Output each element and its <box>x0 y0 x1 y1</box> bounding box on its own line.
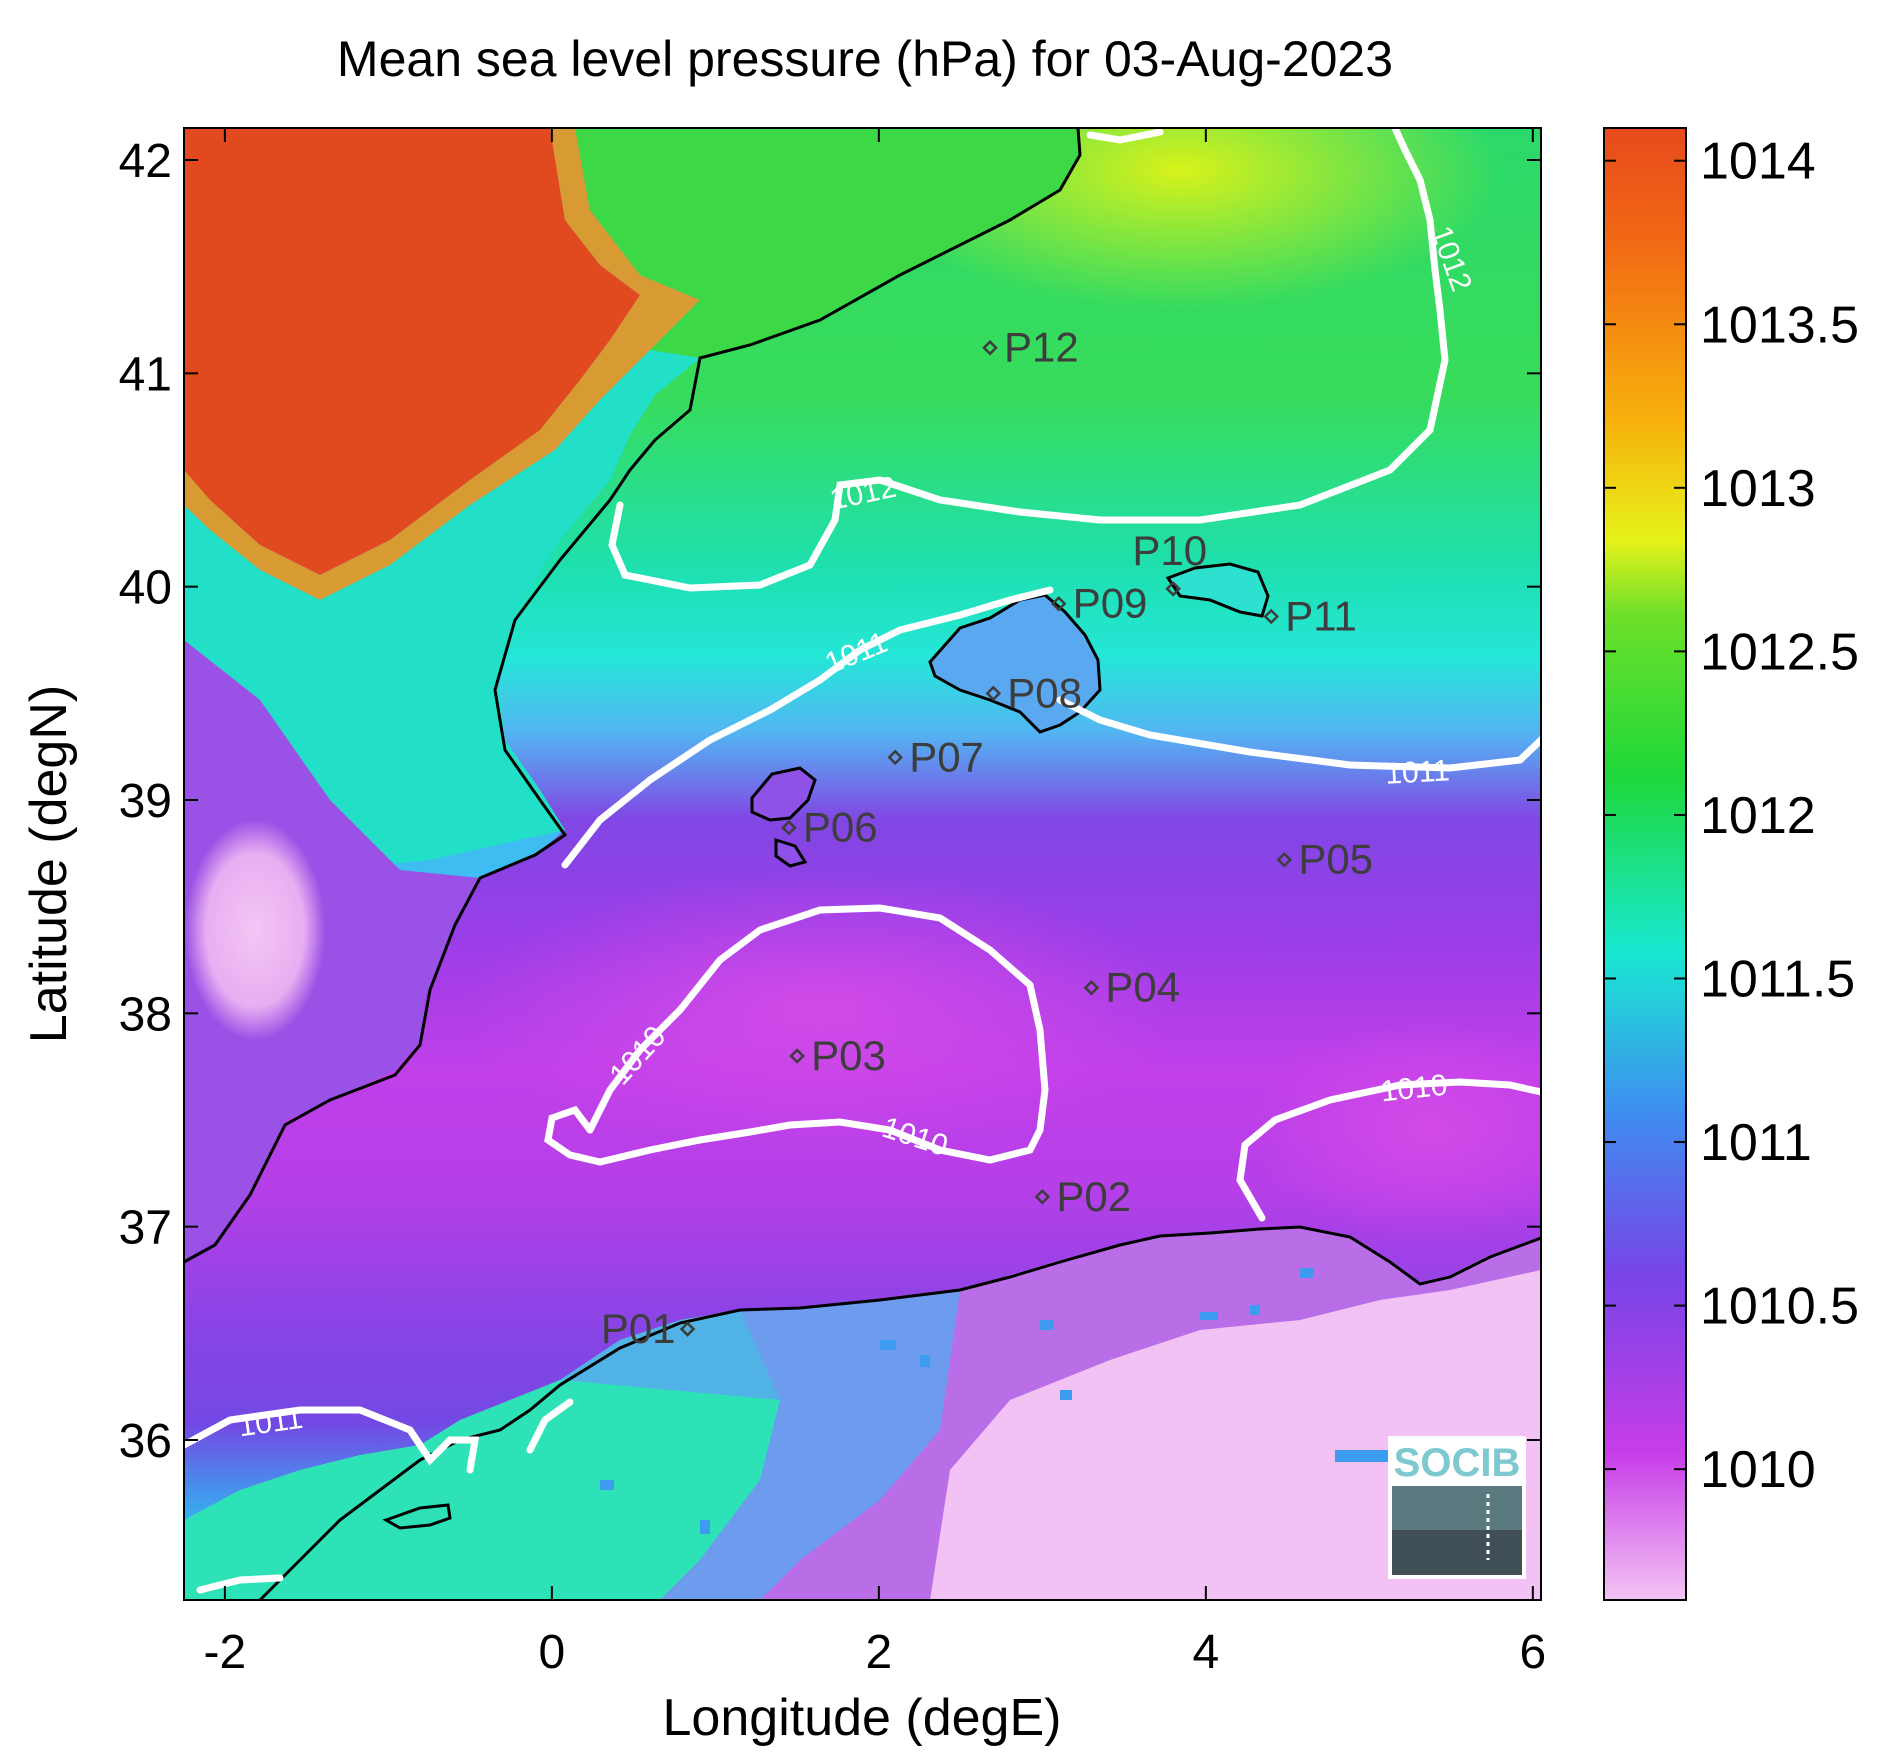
y-tick-label: 36 <box>119 1415 172 1468</box>
station-p12[interactable]: P12 <box>982 324 1079 371</box>
station-marker-icon <box>789 1048 805 1064</box>
station-marker-icon <box>1276 851 1293 868</box>
island-ibiza[interactable] <box>750 766 817 822</box>
x-tick-label: 6 <box>1519 1626 1546 1679</box>
x-tick-label: -2 <box>204 1626 247 1679</box>
island-formentera[interactable] <box>774 837 808 868</box>
station-p11[interactable]: P11 <box>1263 593 1357 640</box>
station-label: P11 <box>1285 593 1357 640</box>
station-p08[interactable]: P08 <box>985 669 1082 716</box>
coastline-iberia <box>184 128 1082 1264</box>
isobar-1010-east <box>1236 1078 1541 1222</box>
station-p04[interactable]: P04 <box>1083 964 1180 1011</box>
station-p06[interactable]: P06 <box>781 804 878 851</box>
y-tick-label: 42 <box>119 135 172 188</box>
x-axis-ticks: -2 0 2 4 6 <box>204 128 1546 1679</box>
station-label: P12 <box>1004 324 1079 371</box>
station-p01[interactable]: P01 <box>601 1305 696 1352</box>
station-label: P08 <box>1007 669 1082 716</box>
colorbar-tick-label: 1010.5 <box>1700 1278 1859 1336</box>
isobar-1011-east <box>1056 696 1541 772</box>
station-p02[interactable]: P02 <box>1034 1173 1131 1220</box>
colorbar-tick-label: 1012 <box>1700 787 1816 845</box>
isobar-1011-south <box>184 1406 480 1474</box>
station-label: P01 <box>601 1305 676 1352</box>
colorbar-ticks: 1010 1010.5 1011 1011.5 1012 1012.5 1013 1013.5… <box>1604 133 1859 1499</box>
colorbar-tick-label: 1013 <box>1700 460 1816 518</box>
isobars <box>184 128 1541 1594</box>
station-marker-icon <box>1165 581 1181 597</box>
station-marker-icon <box>982 339 998 356</box>
y-tick-label: 41 <box>119 348 172 401</box>
land-iberia-pink-patch <box>185 820 325 1040</box>
low-pressure-east <box>1250 1020 1541 1240</box>
station-marker-icon <box>887 749 903 766</box>
x-tick-label: 0 <box>539 1626 566 1679</box>
isobar-1011-mid <box>561 586 1054 869</box>
isobar-1012-top <box>1086 128 1164 144</box>
isobar-1011-sw <box>196 1574 284 1594</box>
station-marker-icon <box>1034 1189 1051 1205</box>
station-label: P10 <box>1132 527 1207 574</box>
land-africa-west-blue <box>560 1290 960 1600</box>
colorbar-tick-label: 1011 <box>1700 1114 1812 1172</box>
station-label: P02 <box>1056 1173 1131 1220</box>
station-marker-icon <box>781 819 797 836</box>
land-iberia-teal <box>184 350 700 870</box>
station-p05[interactable]: P05 <box>1276 836 1373 883</box>
y-tick-label: 37 <box>119 1202 172 1255</box>
station-marker-icon <box>985 685 1002 702</box>
isobar-1011-south-b <box>526 1398 574 1454</box>
colorbar-tick-label: 1011.5 <box>1700 950 1855 1008</box>
station-marker-icon <box>1263 608 1279 625</box>
land-iberia-orange-fringe <box>184 128 700 600</box>
y-axis-ticks: 36 37 38 39 40 41 42 <box>119 135 1541 1468</box>
low-pressure-core <box>460 870 1180 1150</box>
island-alboran[interactable] <box>382 1503 452 1530</box>
isobar-1012-north <box>608 128 1449 592</box>
station-label: P04 <box>1105 964 1180 1011</box>
station-p03[interactable]: P03 <box>789 1032 886 1079</box>
station-markers[interactable]: P01 P02 P03 P04 P05 P06 P07 P08 P09 P10 P11 P12 <box>601 324 1373 1352</box>
colorbar-tick-label: 1013.5 <box>1700 296 1859 354</box>
isobar-label: 1011 <box>1384 754 1450 790</box>
x-tick-label: 2 <box>865 1626 892 1679</box>
station-label: P06 <box>803 804 878 851</box>
station-p10[interactable]: P10 <box>1132 527 1207 597</box>
island-menorca[interactable] <box>1165 562 1270 618</box>
y-axis-label: Latitude (degN) <box>20 685 78 1043</box>
isobar-label: 1010 <box>1379 1069 1449 1109</box>
x-axis-label: Longitude (degE) <box>663 1689 1062 1747</box>
station-p07[interactable]: P07 <box>887 733 984 780</box>
map-frame <box>183 127 1542 1601</box>
station-label: P07 <box>909 733 984 780</box>
y-tick-label: 40 <box>119 562 172 615</box>
isobar-1010-center <box>544 904 1049 1166</box>
colorbar-tick-label: 1014 <box>1700 133 1816 191</box>
colorbar-tick-label: 1010 <box>1700 1441 1816 1499</box>
socib-logo-text: SOCIB <box>1394 1441 1521 1485</box>
station-label: P03 <box>811 1032 886 1079</box>
colorbar-tick-label: 1012.5 <box>1700 623 1859 681</box>
land-iberia-red-plateau <box>184 128 640 575</box>
chart-title: Mean sea level pressure (hPa) for 03-Aug… <box>337 31 1393 87</box>
socib-logo: SOCIB <box>1388 1436 1526 1579</box>
y-tick-label: 38 <box>119 988 172 1041</box>
station-marker-icon <box>1050 595 1067 612</box>
y-tick-label: 39 <box>119 775 172 828</box>
station-p09[interactable]: P09 <box>1050 580 1148 627</box>
land-iberia-green <box>575 128 1080 358</box>
station-label: P05 <box>1298 836 1373 883</box>
station-label: P09 <box>1073 580 1148 627</box>
colorbar <box>1603 127 1687 1601</box>
station-marker-icon <box>1083 979 1100 996</box>
land-africa-blue-speckles <box>600 1268 1405 1534</box>
x-tick-label: 4 <box>1192 1626 1219 1679</box>
station-marker-icon <box>679 1321 696 1337</box>
land-iberia-purple <box>184 640 480 1260</box>
pressure-field: 1012 1012 1011 1011 1011 1010 1010 1010 … <box>184 128 1541 1600</box>
